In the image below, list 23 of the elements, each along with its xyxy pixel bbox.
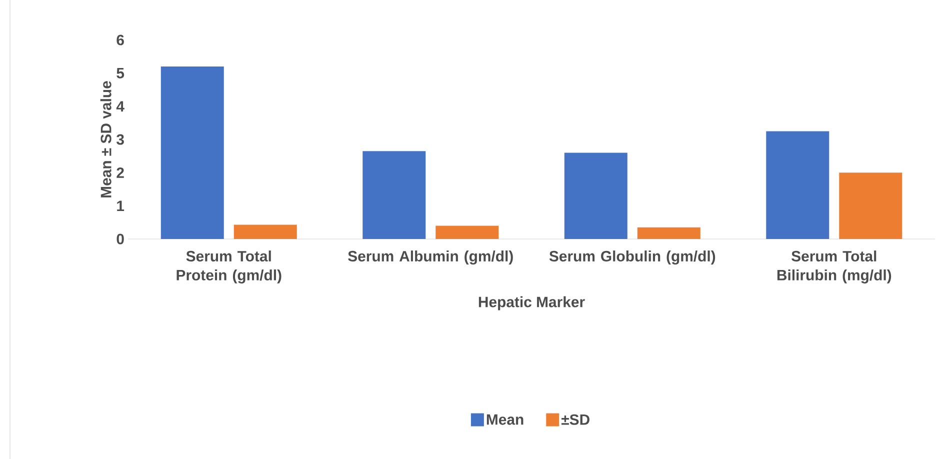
bar — [234, 224, 297, 239]
y-axis-title: Mean ± SD value — [100, 81, 112, 198]
y-tick-label: 0 — [116, 234, 124, 244]
bar — [637, 227, 700, 239]
bar — [564, 152, 628, 239]
x-tick-label: Serum Total Bilirubin (mg/dl) — [777, 250, 892, 284]
bar — [766, 131, 830, 239]
y-tick-label: 5 — [116, 68, 124, 78]
x-tick-label: Serum Albumin (gm/dl) — [348, 250, 513, 265]
x-tick-label: Serum Total Protein (gm/dl) — [176, 250, 282, 284]
legend-label: Mean — [486, 414, 524, 425]
y-tick-label: 3 — [116, 134, 124, 145]
x-tick-label: Serum Globulin (gm/dl) — [549, 250, 716, 265]
bar — [160, 66, 224, 239]
legend-label: ±SD — [561, 414, 590, 425]
x-axis-title: Hepatic Marker — [478, 296, 585, 310]
bar — [839, 172, 902, 239]
bar — [362, 151, 426, 239]
y-tick-label: 6 — [116, 34, 124, 46]
y-tick-label: 1 — [117, 200, 124, 211]
y-tick-label: 4 — [116, 101, 124, 112]
bar — [436, 226, 499, 239]
y-tick-label: 2 — [116, 167, 124, 178]
